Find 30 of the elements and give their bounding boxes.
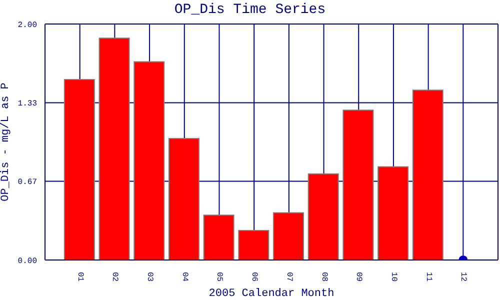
y-axis-title: OP_Dis - mg/L as P <box>0 82 12 202</box>
x-tick-label: 03 <box>145 272 154 282</box>
bar <box>64 78 95 260</box>
x-tick-label: 06 <box>250 272 259 282</box>
x-tick-label: 05 <box>214 272 224 282</box>
y-tick-label: 0.00 <box>18 256 38 266</box>
y-tick-label: 0.67 <box>18 178 38 188</box>
bar <box>134 61 165 260</box>
bar <box>238 230 270 260</box>
bar <box>273 212 304 260</box>
x-tick-label: 10 <box>388 272 398 282</box>
x-tick-label: 12 <box>458 272 468 282</box>
bar <box>98 38 130 260</box>
y-tick-label: 2.00 <box>18 20 38 30</box>
y-tick-label: 1.33 <box>18 100 38 109</box>
chart-title: OP_Dis Time Series <box>173 2 327 18</box>
bar <box>378 166 409 260</box>
x-tick-label: 07 <box>284 272 294 282</box>
x-tick-label: 09 <box>354 272 364 282</box>
x-tick-label: 08 <box>319 272 328 282</box>
x-axis-title: 2005 Calendar Month <box>208 288 334 300</box>
bar <box>342 110 374 260</box>
bar <box>412 90 444 260</box>
bar <box>168 138 200 260</box>
x-tick-label: 04 <box>180 272 189 282</box>
x-tick-label: 11 <box>424 272 433 282</box>
bar <box>203 214 234 260</box>
x-tick-label: 01 <box>75 272 84 282</box>
bar <box>308 173 339 260</box>
x-tick-label: 02 <box>110 272 120 282</box>
